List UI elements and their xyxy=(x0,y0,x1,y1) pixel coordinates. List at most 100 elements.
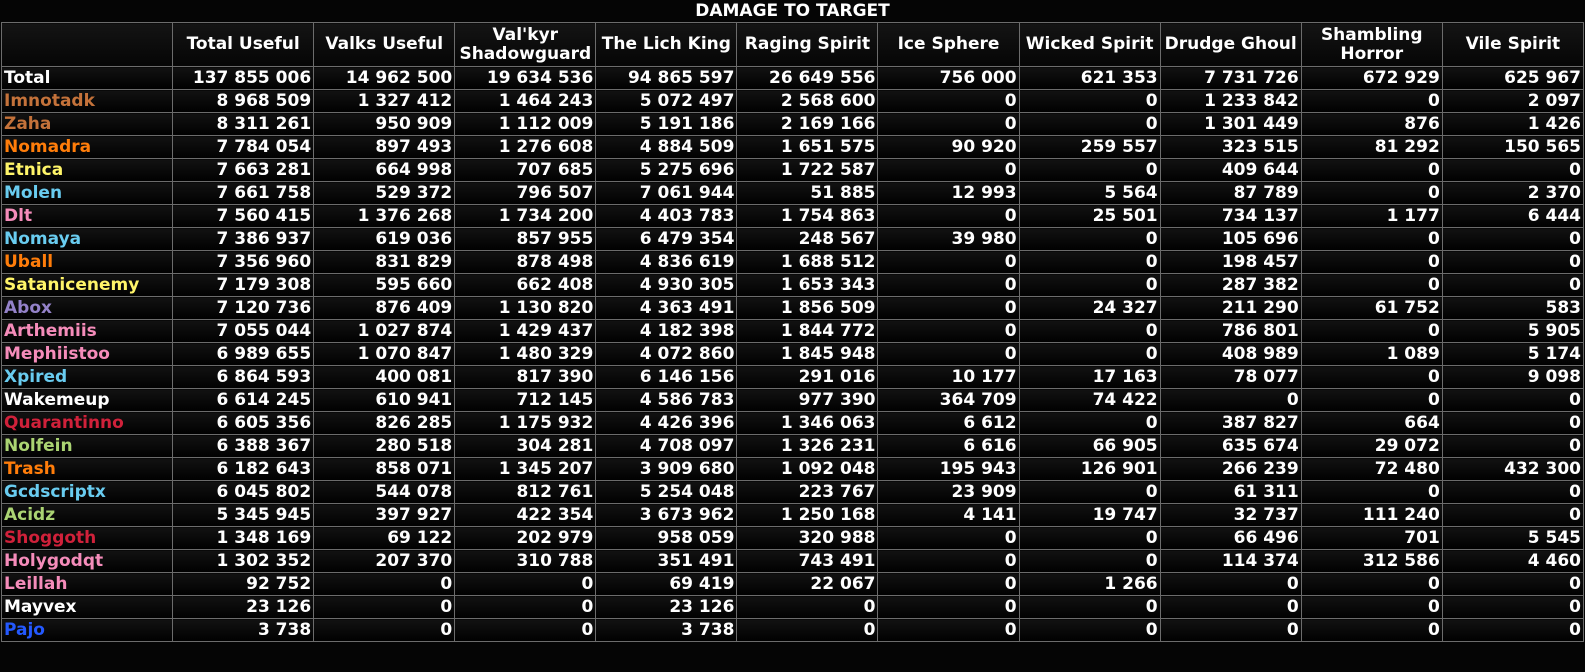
table-row: Etnica 7 663 281 664 998 707 685 5 275 696 1 … xyxy=(0,158,1585,182)
damage-value: 0 xyxy=(1300,319,1443,343)
header-row: Total Useful Valks Useful Val'kyr Shadowgu… xyxy=(0,22,1585,67)
damage-value: 114 374 xyxy=(1159,549,1302,573)
column-header: Valks Useful xyxy=(313,22,456,67)
damage-value: 0 xyxy=(313,618,456,642)
damage-value: 0 xyxy=(1300,618,1443,642)
damage-value: 662 408 xyxy=(454,273,597,297)
damage-value: 786 801 xyxy=(1159,319,1302,343)
damage-value: 6 614 245 xyxy=(172,388,315,412)
damage-value: 137 855 006 xyxy=(172,66,315,90)
table-row: Xpired 6 864 593 400 081 817 390 6 146 156 29… xyxy=(0,365,1585,389)
damage-value: 1 250 168 xyxy=(736,503,879,527)
damage-value: 320 988 xyxy=(736,526,879,550)
damage-value: 0 xyxy=(1441,411,1585,435)
table-row: Mephiistoo 6 989 655 1 070 847 1 480 329 4 0… xyxy=(0,342,1585,366)
damage-value: 5 072 497 xyxy=(595,89,738,113)
damage-value: 2 568 600 xyxy=(736,89,879,113)
column-header: Ice Sphere xyxy=(877,22,1020,67)
damage-value: 1 426 xyxy=(1441,112,1585,136)
damage-value: 61 311 xyxy=(1159,480,1302,504)
damage-value: 6 864 593 xyxy=(172,365,315,389)
damage-value: 0 xyxy=(1018,549,1161,573)
damage-value: 958 059 xyxy=(595,526,738,550)
damage-value: 0 xyxy=(1441,388,1585,412)
player-name: Leillah xyxy=(0,572,174,596)
player-name: Dlt xyxy=(0,204,174,228)
damage-value: 1 464 243 xyxy=(454,89,597,113)
damage-value: 111 240 xyxy=(1300,503,1443,527)
damage-value: 2 169 166 xyxy=(736,112,879,136)
damage-value: 23 126 xyxy=(172,595,315,619)
player-name: Nomadra xyxy=(0,135,174,159)
table-row: Leillah 92 752 0 0 69 419 22 067 0 1 266 0 0 0 xyxy=(0,572,1585,596)
damage-value: 7 179 308 xyxy=(172,273,315,297)
damage-value: 5 545 xyxy=(1441,526,1585,550)
header-corner xyxy=(0,22,174,67)
player-name: Nolfein xyxy=(0,434,174,458)
damage-value: 0 xyxy=(1441,618,1585,642)
damage-value: 743 491 xyxy=(736,549,879,573)
damage-value: 10 177 xyxy=(877,365,1020,389)
damage-value: 39 980 xyxy=(877,227,1020,251)
damage-value: 0 xyxy=(1018,595,1161,619)
player-name: Wakemeup xyxy=(0,388,174,412)
damage-value: 6 612 xyxy=(877,411,1020,435)
damage-value: 712 145 xyxy=(454,388,597,412)
damage-value: 19 747 xyxy=(1018,503,1161,527)
damage-value: 312 586 xyxy=(1300,549,1443,573)
damage-value: 0 xyxy=(1441,273,1585,297)
table-row: Holygodqt 1 302 352 207 370 310 788 351 491 7… xyxy=(0,549,1585,573)
table-row: Nomaya 7 386 937 619 036 857 955 6 479 354 24… xyxy=(0,227,1585,251)
damage-value: 3 738 xyxy=(595,618,738,642)
damage-table: Total Useful Valks Useful Val'kyr Shadowgu… xyxy=(0,22,1585,642)
damage-value: 0 xyxy=(877,342,1020,366)
damage-value: 0 xyxy=(454,572,597,596)
player-name: Abox xyxy=(0,296,174,320)
damage-value: 1 276 608 xyxy=(454,135,597,159)
player-name: Holygodqt xyxy=(0,549,174,573)
damage-value: 397 927 xyxy=(313,503,456,527)
damage-value: 0 xyxy=(1300,595,1443,619)
damage-value: 223 767 xyxy=(736,480,879,504)
damage-value: 1 089 xyxy=(1300,342,1443,366)
damage-value: 1 027 874 xyxy=(313,319,456,343)
damage-value: 5 275 696 xyxy=(595,158,738,182)
damage-value: 87 789 xyxy=(1159,181,1302,205)
player-name: Arthemiis xyxy=(0,319,174,343)
damage-value: 1 376 268 xyxy=(313,204,456,228)
damage-value: 817 390 xyxy=(454,365,597,389)
damage-value: 1 348 169 xyxy=(172,526,315,550)
damage-value: 24 327 xyxy=(1018,296,1161,320)
damage-value: 81 292 xyxy=(1300,135,1443,159)
player-name: Mephiistoo xyxy=(0,342,174,366)
table-row: Mayvex 23 126 0 0 23 126 0 0 0 0 0 0 xyxy=(0,595,1585,619)
damage-value: 12 993 xyxy=(877,181,1020,205)
damage-value: 0 xyxy=(1018,618,1161,642)
player-name: Molen xyxy=(0,181,174,205)
damage-value: 1 302 352 xyxy=(172,549,315,573)
damage-value: 0 xyxy=(877,250,1020,274)
damage-value: 0 xyxy=(1441,503,1585,527)
damage-value: 198 457 xyxy=(1159,250,1302,274)
column-header: Raging Spirit xyxy=(736,22,879,67)
damage-value: 3 738 xyxy=(172,618,315,642)
damage-value: 897 493 xyxy=(313,135,456,159)
damage-value: 17 163 xyxy=(1018,365,1161,389)
damage-value: 0 xyxy=(1441,434,1585,458)
player-name: Uball xyxy=(0,250,174,274)
damage-value: 0 xyxy=(1018,250,1161,274)
table-row: Acidz 5 345 945 397 927 422 354 3 673 962 1 2… xyxy=(0,503,1585,527)
player-name: Gcdscriptx xyxy=(0,480,174,504)
table-row: Satanicenemy 7 179 308 595 660 662 408 4 930… xyxy=(0,273,1585,297)
damage-value: 291 016 xyxy=(736,365,879,389)
table-row: Abox 7 120 736 876 409 1 130 820 4 363 491 1 … xyxy=(0,296,1585,320)
table-row: Molen 7 661 758 529 372 796 507 7 061 944 51 … xyxy=(0,181,1585,205)
player-name: Acidz xyxy=(0,503,174,527)
damage-value: 2 097 xyxy=(1441,89,1585,113)
damage-value: 0 xyxy=(1159,618,1302,642)
damage-value: 400 081 xyxy=(313,365,456,389)
damage-value: 0 xyxy=(1300,388,1443,412)
damage-value: 7 560 415 xyxy=(172,204,315,228)
damage-value: 595 660 xyxy=(313,273,456,297)
damage-value: 422 354 xyxy=(454,503,597,527)
